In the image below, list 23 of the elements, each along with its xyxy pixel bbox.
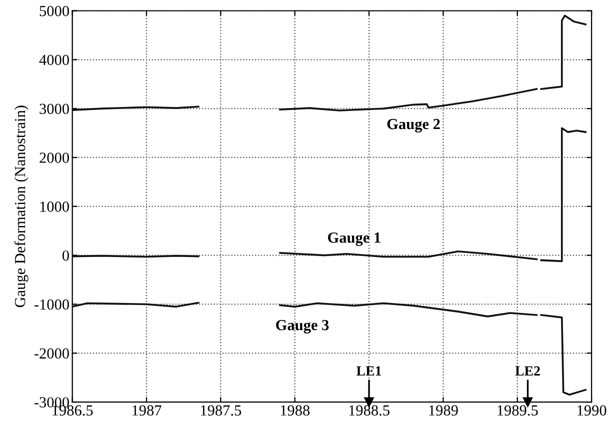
y-tick-label: 3000 bbox=[40, 104, 69, 114]
annotation: Gauge 2 bbox=[387, 118, 440, 132]
annotation: Gauge 1 bbox=[328, 232, 380, 246]
y-tick-label: -1000 bbox=[34, 299, 69, 310]
annotation: Gauge 3 bbox=[276, 320, 329, 334]
x-tick-label: 1987 bbox=[132, 405, 162, 416]
x-tick-label: 1990 bbox=[578, 405, 606, 416]
y-tick-label: 5000 bbox=[40, 6, 69, 16]
y-tick-label: 0 bbox=[62, 250, 69, 261]
y-tick-label: 2000 bbox=[40, 152, 69, 163]
x-tick-label: 1986.5 bbox=[52, 405, 93, 416]
ref-line-label: LE1 bbox=[356, 366, 382, 376]
x-tick-label: 1987.5 bbox=[201, 405, 242, 416]
x-tick-label: 1988 bbox=[280, 405, 310, 416]
y-tick-label: -3000 bbox=[34, 397, 69, 408]
y-tick-label: 1000 bbox=[40, 202, 69, 212]
x-tick-label: 1989.5 bbox=[498, 405, 538, 416]
ref-line-label: LE2 bbox=[515, 366, 540, 376]
x-tick-label: 1988.5 bbox=[349, 405, 390, 416]
y-tick-label: 4000 bbox=[39, 54, 69, 66]
x-tick-label: 1989 bbox=[429, 405, 458, 416]
y-tick-label: -2000 bbox=[34, 348, 69, 359]
y-axis-title: Gauge Deformation (Nanostrain) bbox=[14, 106, 28, 308]
